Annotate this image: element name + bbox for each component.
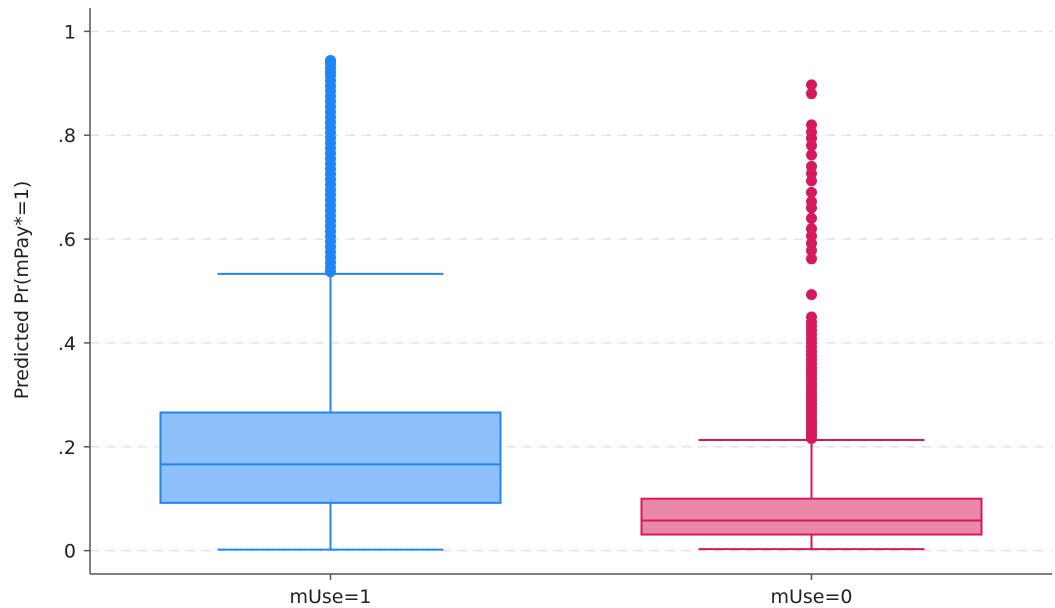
outlier-point xyxy=(806,223,817,235)
y-tick-label: .4 xyxy=(58,333,76,355)
box-muse-0 xyxy=(640,79,983,551)
y-tick-label: 0 xyxy=(64,541,76,563)
outlier-point xyxy=(806,196,817,208)
outlier-point xyxy=(806,212,817,224)
outlier-point xyxy=(806,186,817,198)
y-tick-label: 1 xyxy=(64,21,76,43)
y-tick-label: .8 xyxy=(58,125,76,147)
outlier-point xyxy=(806,160,817,172)
y-tick-label: .6 xyxy=(58,229,76,251)
x-tick-label: mUse=0 xyxy=(770,586,852,608)
y-tick-label: .2 xyxy=(58,437,76,459)
y-axis-title: Predicted Pr(mPay*=1) xyxy=(11,181,33,400)
iqr-box xyxy=(159,411,502,504)
iqr-box xyxy=(640,497,983,536)
outlier-point xyxy=(325,54,336,66)
box-muse-1 xyxy=(159,54,502,551)
outlier-point xyxy=(806,311,817,323)
outlier-point xyxy=(806,253,817,265)
outlier-point xyxy=(806,88,817,100)
box-series xyxy=(159,54,983,551)
outlier-point xyxy=(806,149,817,161)
axes: 0 .2 .4 .6 .8 1 mUse=1 mUse=0 xyxy=(58,8,1052,608)
x-tick-label: mUse=1 xyxy=(289,586,371,608)
outlier-point xyxy=(806,289,817,301)
outlier-point xyxy=(806,79,817,91)
outlier-point xyxy=(806,119,817,131)
